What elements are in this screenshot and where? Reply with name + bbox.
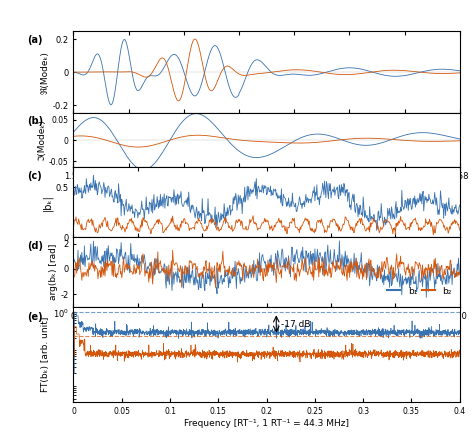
Y-axis label: arg(bₖ) [rad]: arg(bₖ) [rad] [48, 244, 57, 300]
Y-axis label: |bₖ|: |bₖ| [42, 194, 53, 211]
Text: (b): (b) [27, 116, 43, 126]
X-axis label: Round-Trip Number: Round-Trip Number [220, 322, 313, 332]
Text: (c): (c) [27, 171, 42, 181]
Legend: Mode 1, Mode 2: Mode 1, Mode 2 [336, 0, 455, 4]
Legend: Mode 1, Mode 2: Mode 1, Mode 2 [336, 321, 455, 337]
Text: (a): (a) [27, 35, 43, 45]
Y-axis label: FT(bₖ) [arb. unit]: FT(bₖ) [arb. unit] [41, 317, 50, 392]
Text: -17 dB: -17 dB [281, 320, 310, 328]
Y-axis label: ℑ(Modeₖ): ℑ(Modeₖ) [37, 119, 46, 161]
X-axis label: Frequency [RT⁻¹, 1 RT⁻¹ = 44.3 MHz]: Frequency [RT⁻¹, 1 RT⁻¹ = 44.3 MHz] [184, 419, 349, 428]
Y-axis label: ℜ(Modeₖ): ℜ(Modeₖ) [41, 51, 50, 94]
Text: (d): (d) [27, 241, 43, 251]
Legend: Mode 1, Mode 2: Mode 1, Mode 2 [336, 176, 455, 193]
Legend: b₁, b₂: b₁, b₂ [383, 283, 455, 299]
Text: (e): (e) [27, 312, 43, 322]
X-axis label: Wavelength [μm]: Wavelength [μm] [224, 183, 309, 193]
